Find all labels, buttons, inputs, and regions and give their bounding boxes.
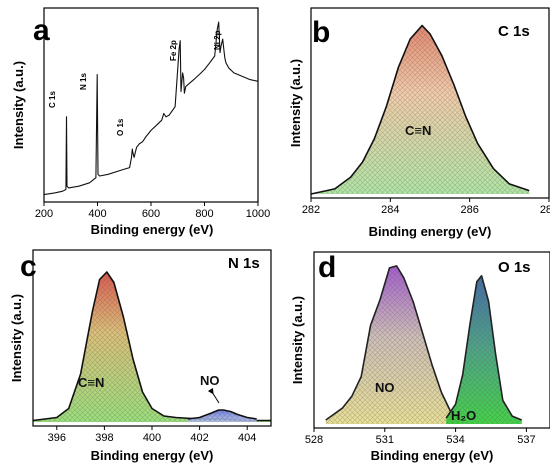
panel-letter-c: c (20, 250, 37, 283)
component-label-d-h2o: H₂O (451, 408, 476, 423)
x-axis-label-a: Binding energy (eV) (91, 222, 214, 237)
plot-area-d (325, 265, 523, 424)
area-hatch-c-1 (187, 410, 257, 422)
x-ticks-c: 396 398 400 402 404 (48, 426, 256, 444)
x-tick-label-a-1: 400 (88, 208, 106, 220)
x-tick-label-a-3: 800 (195, 208, 213, 220)
area-fill-c-0 (33, 272, 271, 422)
y-axis-label-c: Intensity (a.u.) (9, 294, 24, 382)
x-tick-label-c-1: 398 (95, 432, 113, 444)
panel-letter-d: d (318, 251, 336, 284)
y-axis-label-a: Intensity (a.u.) (11, 61, 26, 149)
no-pointer-arrow (207, 387, 220, 404)
x-tick-label-c-2: 400 (143, 432, 161, 444)
y-axis-label-d: Intensity (a.u.) (290, 296, 305, 384)
x-axis-label-b: Binding energy (eV) (369, 224, 492, 239)
peak-label-ni2p: Ni 2p (213, 30, 222, 50)
x-tick-label-d-3: 537 (517, 434, 535, 446)
panel-letter-b: b (312, 16, 330, 49)
panel-title-c: N 1s (228, 255, 260, 272)
component-label-d-no: NO (375, 380, 395, 395)
component-label-b-cn: C≡N (405, 123, 431, 138)
panel-c: c N 1s 396 398 400 402 404 Binding energy (e… (9, 249, 272, 463)
axes-frame-b (310, 7, 550, 199)
series-line-d-0 (325, 265, 461, 421)
x-tick-label-c-3: 402 (190, 432, 208, 444)
x-tick-label-b-2: 286 (460, 204, 478, 216)
plot-area-b (310, 24, 530, 195)
peak-label-c1s: C 1s (48, 91, 57, 108)
series-line-d-1 (445, 274, 523, 421)
panel-title-d: O 1s (498, 259, 531, 276)
series-line-b-0 (310, 24, 530, 195)
peak-label-fe2p: Fe 2p (169, 40, 178, 61)
x-tick-label-a-4: 1000 (246, 208, 270, 220)
x-tick-label-b-3: 288 (540, 204, 550, 216)
component-label-c-cn: C≡N (78, 375, 104, 390)
x-tick-label-d-2: 534 (446, 434, 464, 446)
x-ticks-b: 282 284 286 288 (302, 198, 550, 216)
component-label-c-no: NO (200, 373, 220, 388)
x-ticks-d: 528 531 534 537 (305, 428, 536, 446)
panel-letter-a: a (33, 14, 50, 47)
area-hatch-d-1 (446, 275, 522, 424)
x-tick-label-a-2: 600 (142, 208, 160, 220)
plot-area-a (43, 21, 259, 196)
x-tick-label-b-0: 282 (302, 204, 320, 216)
axes-frame-d (313, 251, 550, 429)
series-line-c-1 (187, 409, 257, 420)
x-axis-label-d: Binding energy (eV) (371, 448, 494, 463)
area-hatch-c-0 (33, 272, 271, 422)
series-line-a-0 (43, 21, 259, 196)
x-tick-label-c-4: 404 (238, 432, 256, 444)
area-hatch-d-0 (325, 265, 461, 424)
panel-title-b: C 1s (498, 23, 530, 40)
panel-b: b C 1s 282284286288 Binding energy (eV) … (288, 7, 550, 239)
peak-label-o1s: O 1s (116, 118, 125, 136)
x-tick-label-d-0: 528 (305, 434, 323, 446)
axes-frame-c (32, 249, 272, 427)
y-axis-label-b: Intensity (a.u.) (288, 59, 303, 147)
x-ticks-a: 200 400 600 800 1000 (35, 202, 270, 220)
x-tick-label-a-0: 200 (35, 208, 53, 220)
x-tick-label-d-1: 531 (376, 434, 394, 446)
area-hatch-b-0 (311, 25, 530, 194)
panel-d: d O 1s 528 531 534 537 Binding energy (eV) … (290, 251, 550, 463)
x-axis-label-c: Binding energy (eV) (91, 448, 214, 463)
panel-a: a 200 400 600 800 1000 Binding energy (eV) I… (11, 7, 270, 237)
x-tick-label-c-0: 396 (48, 432, 66, 444)
series-line-c-0 (32, 271, 271, 422)
peak-label-n1s: N 1s (79, 73, 88, 90)
plot-area-c (32, 271, 271, 422)
axes-frame-a (43, 7, 259, 203)
x-tick-label-b-1: 284 (381, 204, 399, 216)
